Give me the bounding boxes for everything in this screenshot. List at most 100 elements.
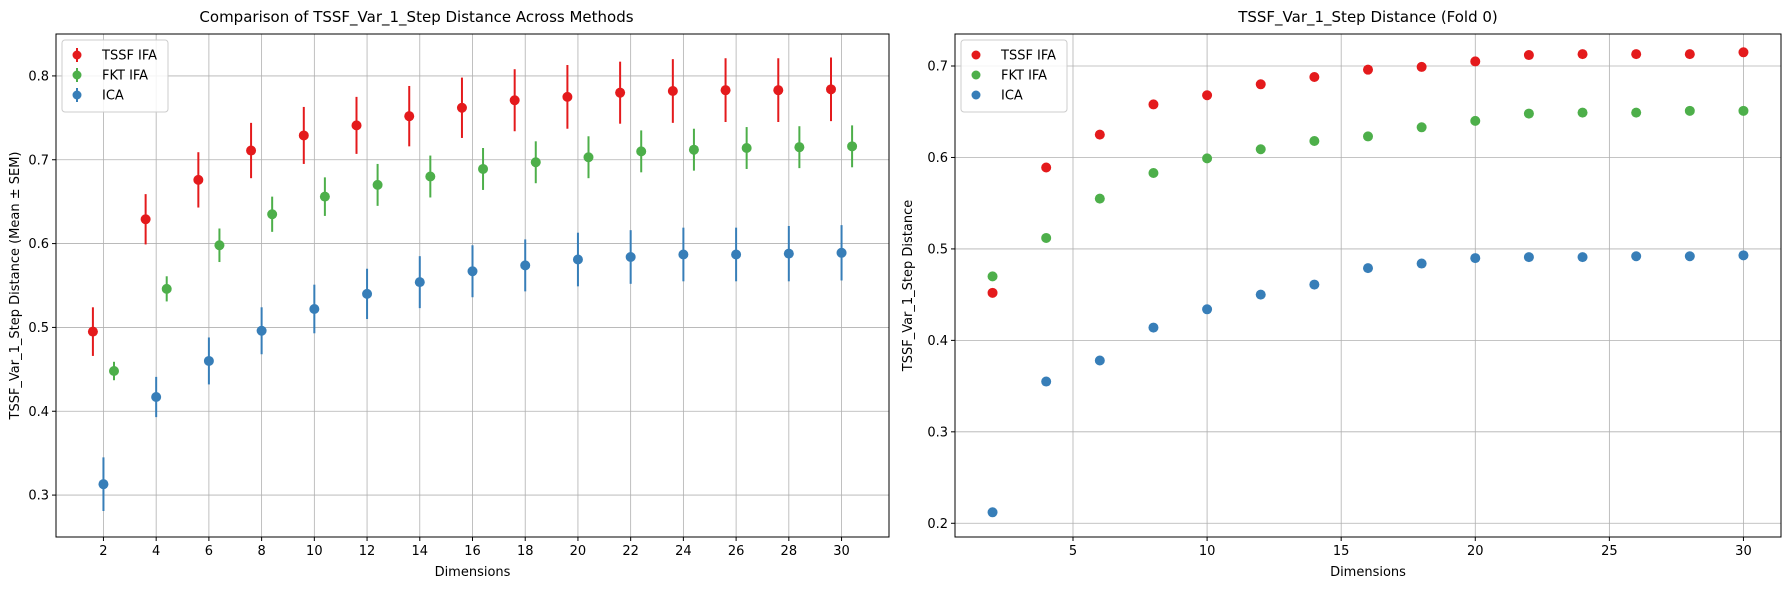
data-point xyxy=(414,277,425,288)
data-point xyxy=(667,86,678,97)
data-point xyxy=(404,111,415,122)
legend: TSSF IFA FKT IFA ICA xyxy=(61,39,169,113)
data-point xyxy=(1684,105,1695,116)
data-point xyxy=(1631,49,1642,60)
legend-marker xyxy=(971,70,981,80)
data-point xyxy=(572,254,583,265)
data-point xyxy=(1738,105,1749,116)
y-tick-label: 0.3 xyxy=(28,489,49,504)
data-point xyxy=(1094,193,1105,204)
data-point xyxy=(108,366,119,377)
data-point xyxy=(520,260,531,271)
x-tick-label: 8 xyxy=(257,544,265,559)
data-point xyxy=(372,179,383,190)
data-point xyxy=(1309,136,1320,147)
data-point xyxy=(1309,71,1320,82)
data-point xyxy=(1202,153,1213,164)
x-tick-label: 22 xyxy=(622,544,639,559)
data-point xyxy=(1470,115,1481,126)
data-point xyxy=(731,249,742,260)
y-axis-label: TSSF_Var_1_Step Distance (Mean ± SEM) xyxy=(8,152,23,421)
x-tick-label: 10 xyxy=(306,544,323,559)
x-tick-label: 25 xyxy=(1601,544,1618,559)
y-tick-label: 0.6 xyxy=(28,237,49,252)
x-tick-label: 20 xyxy=(1467,544,1484,559)
y-tick-label: 0.6 xyxy=(927,151,948,166)
data-point xyxy=(1577,49,1588,60)
data-point xyxy=(1202,90,1213,101)
data-point xyxy=(836,247,847,258)
data-point xyxy=(1416,122,1427,133)
plot-frame xyxy=(954,33,1782,538)
data-point xyxy=(98,479,109,490)
data-point xyxy=(1255,79,1266,90)
data-point xyxy=(1041,162,1052,173)
data-point xyxy=(1738,47,1749,58)
x-tick-label: 14 xyxy=(412,544,429,559)
data-point xyxy=(1416,61,1427,72)
chart-title: Comparison of TSSF_Var_1_Step Distance A… xyxy=(199,8,633,27)
data-point xyxy=(987,271,998,282)
data-point xyxy=(741,143,752,154)
data-point xyxy=(847,141,858,152)
x-tick-label: 30 xyxy=(833,544,850,559)
legend-marker xyxy=(72,50,82,60)
legend-frame xyxy=(61,39,169,113)
series-tssf-ifa xyxy=(87,57,837,356)
data-point xyxy=(1470,56,1481,67)
data-point xyxy=(1094,355,1105,366)
data-point xyxy=(1738,250,1749,261)
x-tick-label: 30 xyxy=(1735,544,1752,559)
grid xyxy=(56,34,889,537)
x-axis-label: Dimensions xyxy=(435,565,511,580)
x-tick-label: 10 xyxy=(1199,544,1216,559)
data-point xyxy=(1523,252,1534,263)
legend: TSSF IFA FKT IFA ICA xyxy=(960,39,1068,113)
data-point xyxy=(583,152,594,163)
legend-label: ICA xyxy=(1001,89,1023,104)
data-point xyxy=(1577,107,1588,118)
y-axis-ticks: 0.3 0.4 0.5 0.6 0.7 0.8 xyxy=(28,69,56,504)
data-point xyxy=(1255,289,1266,300)
data-point xyxy=(783,248,794,259)
x-tick-label: 6 xyxy=(205,544,213,559)
y-tick-label: 0.5 xyxy=(28,321,49,336)
data-point xyxy=(203,355,214,366)
legend-label: FKT IFA xyxy=(1001,69,1047,84)
legend-label: TSSF IFA xyxy=(101,49,157,64)
data-point xyxy=(351,120,362,131)
data-point xyxy=(1577,252,1588,263)
y-axis-label: TSSF_Var_1_Step Distance xyxy=(901,200,916,372)
y-tick-label: 0.4 xyxy=(28,405,49,420)
data-point xyxy=(1309,279,1320,290)
x-axis-ticks: 5 10 15 20 25 30 xyxy=(1069,537,1752,559)
x-tick-label: 4 xyxy=(152,544,160,559)
data-point xyxy=(1041,232,1052,243)
x-tick-label: 2 xyxy=(99,544,107,559)
panel-fold-0: TSSF_Var_1_Step Distance (Fold 0) 5 10 15 2… xyxy=(901,8,1782,580)
data-point xyxy=(1523,108,1534,119)
x-tick-label: 12 xyxy=(359,544,376,559)
y-axis-ticks: 0.2 0.3 0.4 0.5 0.6 0.7 xyxy=(927,60,955,532)
data-point xyxy=(1255,144,1266,155)
data-point xyxy=(309,303,320,314)
data-point xyxy=(530,157,541,168)
data-point xyxy=(1148,322,1159,333)
data-point xyxy=(615,87,626,98)
panel-mean-sem: Comparison of TSSF_Var_1_Step Distance A… xyxy=(8,8,890,580)
data-point xyxy=(140,214,151,225)
data-point xyxy=(193,174,204,185)
data-marks xyxy=(87,57,858,512)
data-point xyxy=(1631,251,1642,262)
data-point xyxy=(1684,49,1695,60)
legend-label: FKT IFA xyxy=(102,69,148,84)
y-tick-label: 0.2 xyxy=(927,517,948,532)
data-point xyxy=(509,95,520,106)
y-tick-label: 0.5 xyxy=(927,242,948,257)
data-point xyxy=(1631,107,1642,118)
data-point xyxy=(362,288,373,299)
data-point xyxy=(467,266,478,277)
data-point xyxy=(794,142,805,153)
y-tick-label: 0.7 xyxy=(28,153,49,168)
